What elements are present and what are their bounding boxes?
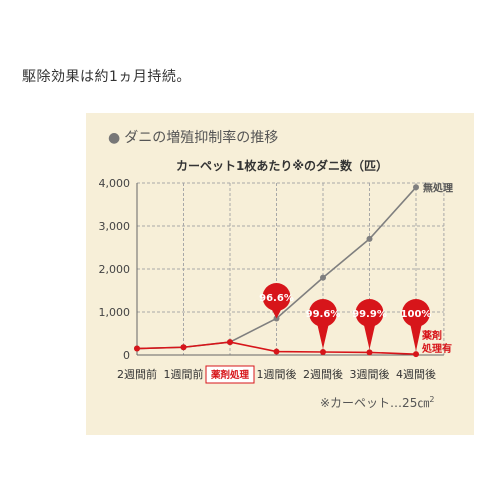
bullet-icon: ● [108, 130, 121, 146]
callout-label: 99.6% [306, 309, 341, 320]
x-tick-label: 2週間後 [303, 367, 343, 381]
data-point-treated [413, 351, 419, 358]
callout-label: 99.9% [352, 309, 387, 320]
y-tick-label: 2,000 [99, 263, 131, 276]
y-tick-label: 4,000 [99, 177, 131, 190]
callout-bubble [402, 299, 430, 327]
footnote-text: ※カーペット…25㎝ [320, 396, 430, 410]
callout-bubble [262, 283, 291, 311]
callout-bubble [355, 299, 384, 327]
x-tick-label: 1週間前 [164, 367, 204, 381]
data-point-untreated [413, 184, 419, 191]
callout-label: 96.6% [259, 293, 294, 304]
data-point-untreated [366, 235, 373, 242]
x-tick-label: 4週間後 [396, 367, 436, 381]
callout-pin [410, 323, 422, 352]
x-tick-label: 3週間後 [350, 367, 390, 381]
callout-bubble [309, 299, 337, 327]
x-tick-label-treatment: 薬剤処理 [210, 369, 250, 381]
data-point-treated [180, 344, 187, 351]
data-point-treated [134, 345, 140, 352]
y-tick-label: 0 [123, 349, 130, 362]
chart-panel [86, 113, 474, 435]
series-label-treated: 薬剤 [421, 329, 442, 342]
x-tick-label: 2週間前 [117, 367, 157, 381]
series-label-treated: 処理有 [421, 342, 452, 355]
data-point-treated [273, 348, 280, 355]
section-title-text: ダニの増殖抑制率の推移 [124, 130, 279, 146]
data-point-untreated [320, 274, 326, 281]
footnote: ※カーペット…25㎝2 [320, 394, 434, 411]
data-point-treated [227, 339, 233, 346]
chart-title: カーペット1枚あたり※のダニ数（匹） [176, 158, 388, 173]
x-tick-label: 1週間後 [257, 367, 297, 381]
y-tick-label: 3,000 [99, 220, 131, 233]
y-tick-label: 1,000 [99, 306, 131, 319]
callout-pin [363, 323, 376, 350]
section-title: ● ダニの増殖抑制率の推移 [108, 127, 278, 147]
intro-text: 駆除効果は約1ヵ月持続。 [22, 69, 191, 85]
footnote-sup: 2 [429, 395, 435, 404]
callout-pin [317, 323, 329, 349]
callout-label: 100% [401, 309, 432, 320]
treatment-label-box [205, 365, 255, 384]
series-label-untreated: 無処理 [423, 181, 453, 194]
data-point-treated [366, 349, 373, 356]
data-point-treated [320, 348, 326, 355]
